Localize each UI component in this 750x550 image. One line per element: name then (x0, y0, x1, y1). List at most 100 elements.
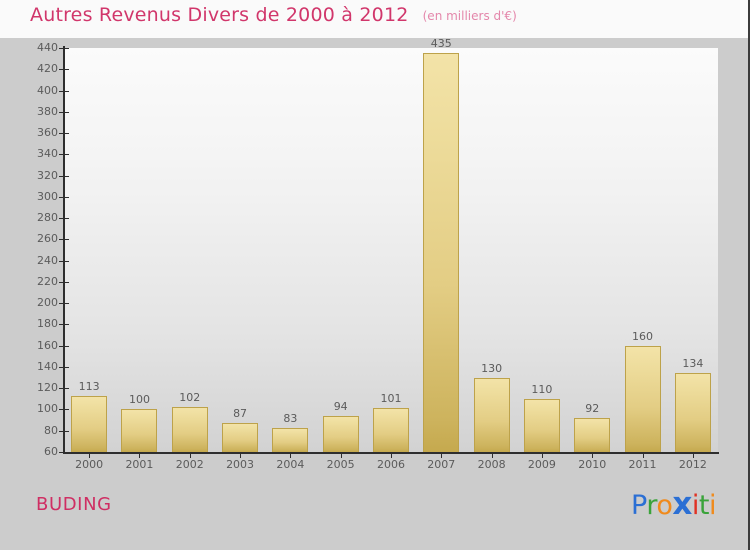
x-axis-tick-label: 2007 (427, 458, 456, 471)
x-axis-tick (240, 454, 242, 458)
y-axis-tick (59, 452, 69, 453)
x-axis-tick (491, 454, 493, 458)
bar-column[interactable]: 100 (121, 48, 158, 452)
bar-column[interactable]: 113 (71, 48, 108, 452)
x-axis-tick (189, 454, 191, 458)
bar[interactable] (373, 408, 409, 452)
y-axis-tick-label-wrap: 220 (0, 275, 58, 288)
logo-letter: t (698, 490, 710, 521)
y-axis-tick (59, 409, 69, 411)
bar[interactable] (473, 377, 510, 452)
bar-value-label: 92 (585, 401, 600, 415)
x-axis-tick-label: 2004 (276, 458, 305, 471)
y-axis-tick-label: 380 (37, 104, 58, 118)
y-axis-tick-label: 340 (37, 147, 58, 161)
y-axis-tick-label-wrap: 440 (0, 41, 58, 54)
proxiti-logo[interactable]: Proxiti (631, 486, 716, 522)
y-axis-tick-label: 100 (37, 402, 58, 416)
bar-value-label: 435 (430, 37, 452, 51)
y-axis-tick (59, 218, 69, 220)
x-axis-tick-label: 2003 (226, 458, 255, 471)
x-axis-tick-label: 2012 (678, 458, 707, 471)
y-axis-tick-label-wrap: 380 (0, 105, 58, 118)
bar[interactable] (322, 415, 359, 452)
bar-column[interactable]: 94 (322, 48, 359, 452)
y-axis-tick-label: 140 (37, 359, 58, 373)
y-axis-tick-label-wrap: 140 (0, 360, 58, 373)
x-axis-tick (139, 454, 141, 458)
chart-header: Autres Revenus Divers de 2000 à 2012 (en… (0, 0, 748, 38)
x-axis-tick (541, 454, 543, 458)
y-axis-tick (59, 345, 69, 347)
bar-column[interactable]: 130 (473, 48, 510, 452)
y-axis-tick-label-wrap: 240 (0, 254, 58, 267)
x-axis-tick-label: 2006 (376, 458, 405, 471)
y-axis-tick (59, 239, 69, 241)
bar-column[interactable]: 83 (272, 48, 309, 452)
bar-column[interactable]: 87 (222, 48, 259, 452)
x-axis-tick-label: 2001 (125, 458, 154, 471)
bar-column[interactable]: 160 (624, 48, 661, 452)
y-axis-tick-label: 60 (44, 445, 58, 458)
y-axis-tick-label: 320 (37, 168, 58, 182)
y-axis-tick-label-wrap: 100 (0, 402, 58, 415)
logo-letter: P (631, 490, 647, 521)
bar-value-label: 87 (233, 407, 248, 421)
y-axis-tick-label: 440 (37, 41, 58, 54)
logo-letter: r (646, 490, 657, 521)
bar-value-label: 160 (632, 329, 654, 343)
x-axis-tick (441, 454, 443, 458)
bar[interactable] (624, 345, 661, 452)
x-axis-tick-label: 2002 (175, 458, 204, 471)
logo-letter: o (656, 490, 673, 521)
y-axis-tick (59, 303, 69, 305)
bar-column[interactable]: 92 (574, 48, 611, 452)
y-axis-tick-label-wrap: 420 (0, 62, 58, 75)
bar-column[interactable]: 101 (373, 48, 409, 452)
y-axis-tick-label-wrap: 260 (0, 232, 58, 245)
x-axis-tick-label: 2008 (477, 458, 506, 471)
bar-value-label: 102 (179, 391, 201, 405)
y-axis-tick (59, 366, 69, 368)
y-axis-tick (59, 133, 69, 135)
bar-column[interactable]: 102 (171, 48, 208, 452)
y-axis-line (63, 46, 65, 454)
bar-column[interactable]: 134 (674, 48, 711, 452)
y-axis-tick-label-wrap: 160 (0, 339, 58, 352)
bar[interactable] (171, 407, 208, 452)
y-axis-tick (59, 154, 69, 156)
y-axis-tick-label: 280 (37, 211, 58, 225)
bar-value-label: 83 (283, 411, 298, 425)
logo-letter: i (691, 490, 700, 521)
bar[interactable] (674, 373, 711, 452)
x-axis-tick-label: 2011 (628, 458, 657, 471)
bar-column[interactable]: 435 (423, 37, 460, 452)
y-axis-tick (59, 175, 69, 177)
chart-subtitle: (en milliers d'€) (422, 9, 517, 23)
bar[interactable] (71, 395, 108, 452)
y-axis-tick (59, 196, 69, 198)
bar[interactable] (423, 53, 460, 452)
y-axis-tick (59, 430, 69, 432)
chart-body: 60 80 100 120 140 160 180 200 220 240 260 280 300 320… (0, 37, 748, 478)
y-axis-tick-label-wrap: 120 (0, 381, 58, 394)
y-axis-tick-label: 260 (37, 232, 58, 246)
x-axis-tick-label: 2005 (326, 458, 355, 471)
x-axis-tick-label: 2010 (578, 458, 607, 471)
bar[interactable] (523, 398, 560, 452)
bar-value-label: 134 (682, 357, 704, 371)
bar[interactable] (121, 409, 158, 452)
y-axis-tick-label-wrap: 80 (0, 424, 58, 437)
bar-column[interactable]: 110 (523, 48, 560, 452)
bar[interactable] (272, 427, 309, 452)
y-axis-tick-label-wrap: 320 (0, 169, 58, 182)
x-axis-tick (340, 454, 342, 458)
x-axis-tick-label: 2000 (75, 458, 104, 471)
x-axis-tick (290, 454, 292, 458)
y-axis-tick-label: 200 (37, 296, 58, 310)
y-axis-tick (59, 281, 69, 283)
y-axis-tick (59, 90, 69, 92)
bar[interactable] (574, 417, 611, 452)
bar[interactable] (222, 423, 259, 452)
y-axis-tick (59, 260, 69, 262)
